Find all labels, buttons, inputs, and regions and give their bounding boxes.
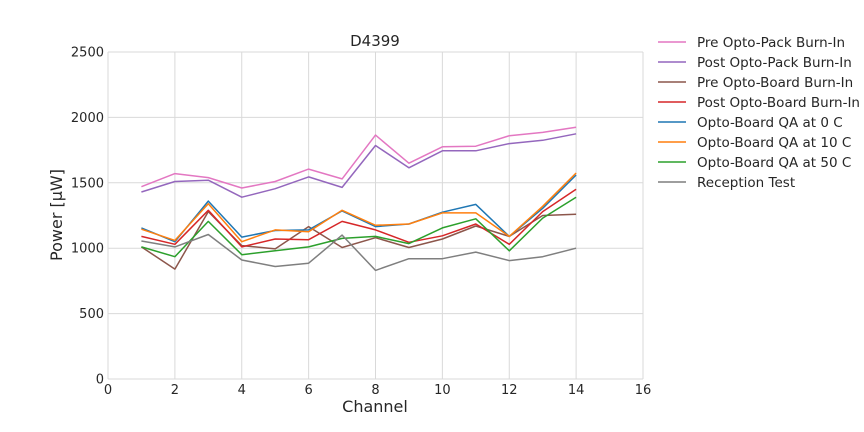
legend-label: Post Opto-Board Burn-In: [697, 95, 860, 111]
legend-item: Opto-Board QA at 0 C: [658, 115, 843, 131]
legend-label: Opto-Board QA at 50 C: [697, 155, 851, 171]
x-tick-label: 14: [568, 383, 585, 398]
x-tick-label: 2: [171, 383, 179, 398]
x-tick-label: 6: [304, 383, 312, 398]
legend-item: Post Opto-Pack Burn-In: [658, 55, 852, 71]
series-lines: [140, 126, 577, 272]
gridlines: [107, 51, 644, 380]
y-tick-label: 1500: [71, 176, 104, 191]
series-line-post-opto-board-burn-in: [141, 188, 577, 248]
x-tick-label: 10: [434, 383, 451, 398]
legend-item: Post Opto-Board Burn-In: [658, 95, 860, 111]
x-tick-label: 4: [238, 383, 246, 398]
series-line-opto-board-qa-at-0-c: [141, 174, 577, 243]
legend-label: Pre Opto-Pack Burn-In: [697, 35, 845, 51]
legend-item: Pre Opto-Pack Burn-In: [658, 35, 845, 51]
plot-area: 0 2 4 6 8 10 12 14 16 0 500 1000 1500 2000 2500: [71, 46, 651, 399]
legend-label: Reception Test: [697, 175, 795, 191]
chart-title: D4399: [350, 32, 400, 50]
x-tick-label: 16: [635, 383, 652, 398]
legend-label: Post Opto-Pack Burn-In: [697, 55, 852, 71]
y-tick-labels: 0 500 1000 1500 2000 2500: [71, 46, 104, 388]
x-tick-label: 12: [501, 383, 518, 398]
y-tick-label: 1000: [71, 242, 104, 257]
series-line-opto-board-qa-at-10-c: [141, 172, 577, 243]
legend-item: Pre Opto-Board Burn-In: [658, 75, 853, 91]
x-tick-label: 0: [104, 383, 112, 398]
series-line-post-opto-pack-burn-in: [141, 133, 577, 198]
legend-label: Pre Opto-Board Burn-In: [697, 75, 853, 91]
series-line-reception-test: [141, 233, 577, 272]
y-axis-title: Power [µW]: [47, 169, 66, 261]
series-line-pre-opto-pack-burn-in: [141, 126, 577, 189]
legend-label: Opto-Board QA at 0 C: [697, 115, 843, 131]
x-tick-label: 8: [371, 383, 379, 398]
x-axis-title: Channel: [342, 397, 408, 416]
x-tick-labels: 0 2 4 6 8 10 12 14 16: [104, 383, 651, 398]
legend-item: Opto-Board QA at 10 C: [658, 135, 851, 151]
legend-label: Opto-Board QA at 10 C: [697, 135, 851, 151]
legend-item: Reception Test: [658, 175, 795, 191]
y-tick-label: 2500: [71, 46, 104, 61]
legend-item: Opto-Board QA at 50 C: [658, 155, 851, 171]
series-line-opto-board-qa-at-50-c: [141, 196, 577, 258]
y-tick-label: 0: [96, 373, 104, 388]
legend: Pre Opto-Pack Burn-In Post Opto-Pack Burn…: [658, 35, 860, 191]
y-tick-label: 500: [79, 307, 104, 322]
y-tick-label: 2000: [71, 111, 104, 126]
